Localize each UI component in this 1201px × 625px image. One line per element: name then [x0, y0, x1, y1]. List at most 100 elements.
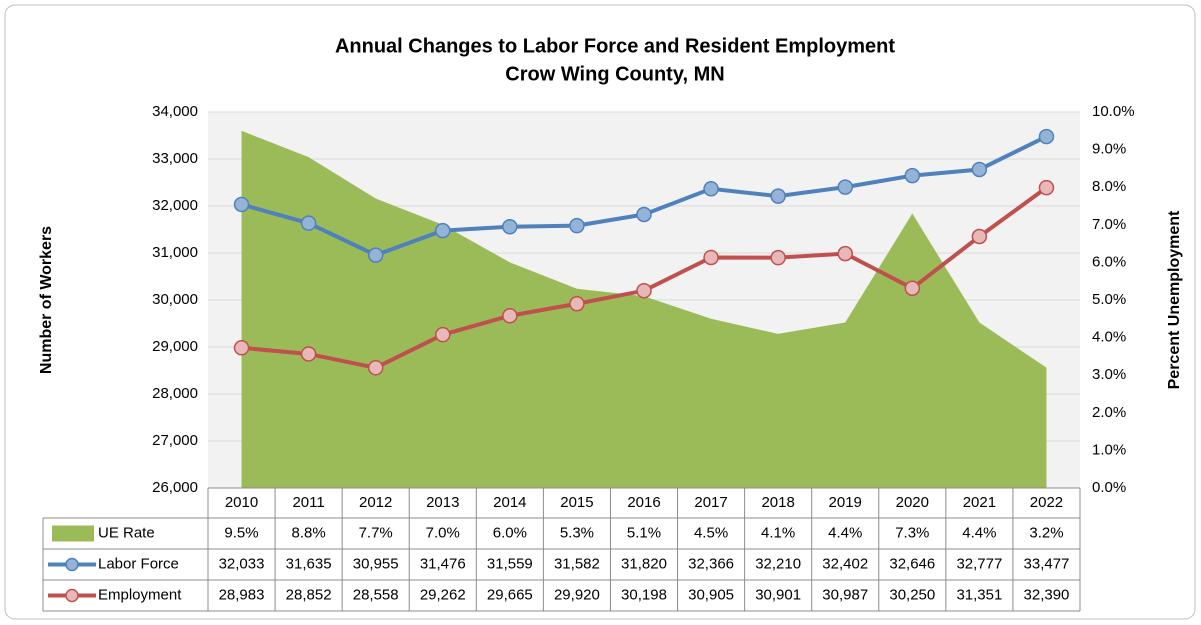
- y2-tick-label: 10.0%: [1092, 103, 1135, 120]
- data-label: 31,635: [286, 555, 332, 572]
- data-label: 3.2%: [1029, 524, 1063, 541]
- marker: [703, 249, 719, 266]
- data-label: 28,852: [286, 586, 332, 603]
- data-label: 5.3%: [560, 524, 594, 541]
- marker: [904, 167, 921, 184]
- data-label: 30,905: [688, 586, 734, 603]
- marker: [502, 218, 518, 235]
- marker: [502, 307, 518, 324]
- legend-key: [52, 525, 94, 542]
- x-tick-label: 2021: [963, 494, 996, 511]
- y2-tick-label: 5.0%: [1092, 291, 1126, 308]
- x-tick-label: 2012: [359, 494, 392, 511]
- legend-label: UE Rate: [98, 524, 155, 541]
- marker: [1038, 128, 1055, 145]
- data-label: 32,402: [822, 555, 868, 572]
- y2-tick-label: 1.0%: [1092, 441, 1126, 458]
- data-label: 32,366: [688, 555, 734, 572]
- y-tick-label: 31,000: [152, 244, 198, 261]
- marker: [1038, 179, 1055, 196]
- chart-subtitle: Crow Wing County, MN: [505, 63, 724, 85]
- y2-tick-label: 7.0%: [1092, 216, 1126, 233]
- data-label: 28,983: [219, 586, 265, 603]
- marker: [703, 181, 719, 197]
- data-label: 28,558: [353, 586, 399, 603]
- y-tick-label: 30,000: [152, 291, 198, 308]
- y-tick-label: 34,000: [152, 103, 198, 120]
- y-axis-label: Number of Workers: [38, 226, 55, 374]
- area: [241, 130, 1047, 489]
- data-label: 30,250: [889, 586, 935, 603]
- x-tick-label: 2022: [1030, 494, 1063, 511]
- data-label: 4.4%: [962, 524, 996, 541]
- data-label: 32,646: [889, 555, 935, 572]
- data-label: 31,559: [487, 555, 533, 572]
- data-label: 9.5%: [224, 524, 258, 541]
- marker: [569, 217, 585, 234]
- x-tick-label: 2019: [829, 494, 862, 511]
- x-tick-label: 2010: [225, 494, 258, 511]
- marker: [636, 206, 652, 223]
- chart-title: Annual Changes to Labor Force and Reside…: [335, 35, 895, 57]
- y2-tick-label: 4.0%: [1092, 329, 1126, 346]
- marker: [367, 360, 384, 376]
- data-label: 7.3%: [895, 524, 929, 541]
- marker: [770, 249, 786, 266]
- marker: [300, 346, 317, 362]
- y-tick-label: 26,000: [152, 479, 198, 496]
- data-label: 4.4%: [828, 524, 862, 541]
- x-tick-label: 2020: [896, 494, 929, 511]
- marker: [300, 215, 317, 231]
- data-label: 29,665: [487, 586, 533, 603]
- data-label: 29,920: [554, 586, 600, 603]
- data-label: 31,351: [956, 586, 1002, 603]
- data-label: 30,955: [353, 555, 399, 572]
- y-tick-label: 32,000: [152, 197, 198, 214]
- marker: [435, 222, 451, 239]
- x-tick-label: 2011: [292, 494, 324, 511]
- x-tick-label: 2015: [560, 494, 593, 511]
- data-label: 31,820: [621, 555, 667, 572]
- data-label: 32,033: [219, 555, 265, 572]
- marker: [569, 296, 585, 312]
- legend-key: [65, 588, 79, 603]
- data-label: 32,210: [755, 555, 801, 572]
- x-tick-label: 2018: [761, 494, 794, 511]
- x-tick-label: 2016: [627, 494, 660, 511]
- y-tick-label: 28,000: [152, 385, 198, 402]
- marker: [770, 188, 786, 204]
- y-tick-label: 33,000: [152, 150, 198, 167]
- data-label: 6.0%: [493, 524, 527, 541]
- marker: [233, 340, 250, 356]
- data-label: 8.8%: [292, 524, 326, 541]
- data-label: 7.7%: [359, 524, 393, 541]
- y2-tick-label: 6.0%: [1092, 253, 1126, 270]
- data-label: 5.1%: [627, 524, 661, 541]
- y-tick-label: 27,000: [152, 432, 198, 449]
- marker: [435, 326, 451, 343]
- marker: [367, 247, 384, 263]
- data-label: 30,198: [621, 586, 667, 603]
- legend-label: Labor Force: [98, 555, 179, 572]
- data-label: 4.5%: [694, 524, 728, 541]
- marker: [971, 161, 988, 178]
- y-tick-label: 29,000: [152, 338, 198, 355]
- marker: [837, 245, 853, 262]
- y2-tick-label: 3.0%: [1092, 366, 1126, 383]
- data-label: 31,476: [420, 555, 466, 572]
- legend-key: [65, 557, 79, 572]
- marker: [971, 228, 988, 245]
- data-label: 33,477: [1024, 555, 1070, 572]
- x-tick-label: 2013: [426, 494, 459, 511]
- x-tick-label: 2017: [694, 494, 727, 511]
- marker: [837, 179, 853, 195]
- data-label: 30,987: [822, 586, 868, 603]
- data-label: 31,582: [554, 555, 600, 572]
- y2-tick-label: 2.0%: [1092, 404, 1126, 421]
- data-label: 32,777: [956, 555, 1002, 572]
- marker: [904, 280, 921, 296]
- data-label: 32,390: [1024, 586, 1070, 603]
- x-tick-label: 2014: [493, 494, 526, 511]
- y2-tick-label: 9.0%: [1092, 141, 1126, 158]
